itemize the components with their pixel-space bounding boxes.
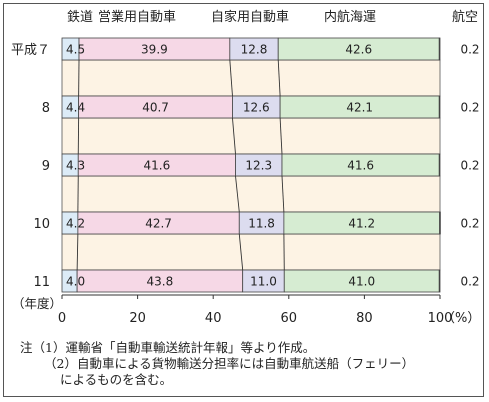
- data-label: 42.1: [346, 101, 373, 115]
- connector-line: [279, 117, 283, 155]
- x-tick-label: 100: [428, 311, 453, 326]
- data-label: 12.6: [243, 101, 270, 115]
- bar-segment: [438, 153, 441, 177]
- data-label: 42.7: [145, 217, 172, 231]
- data-label: 0.2: [460, 275, 479, 289]
- x-unit-label: （%）: [442, 311, 480, 326]
- connector-line: [235, 175, 240, 213]
- connector-line: [277, 59, 281, 97]
- data-label: 41.0: [348, 275, 375, 289]
- connector-lines: [76, 59, 285, 271]
- x-tick-label: 80: [356, 311, 373, 326]
- legend-label: 鉄道: [67, 10, 93, 25]
- legend-label: 営業用自動車: [98, 9, 176, 25]
- connector-line: [76, 233, 79, 271]
- data-label: 41.6: [144, 159, 171, 173]
- note-line-3: によるものを含む。: [60, 372, 173, 387]
- data-label: 43.8: [147, 275, 174, 289]
- background-band: [61, 175, 441, 213]
- note-line-1: 注（1）運輸省「自動車輸送統計年報」等より作成。: [20, 340, 316, 355]
- x-tick-label: 40: [205, 311, 222, 326]
- data-label: 11.0: [250, 275, 277, 289]
- data-label: 40.7: [142, 101, 169, 115]
- bar-segment: [438, 37, 441, 61]
- data-label: 0.2: [460, 43, 479, 57]
- y-axis-caption: （年度）: [12, 296, 62, 311]
- data-label: 39.9: [141, 43, 168, 57]
- background-band: [61, 59, 441, 97]
- chart-frame: [3, 3, 484, 397]
- data-label: 4.5: [66, 43, 85, 57]
- category-label: 8: [42, 101, 50, 116]
- x-axis: 0 20 40 60 80 100（%）: [58, 294, 480, 326]
- background-band: [61, 117, 441, 155]
- connector-line: [238, 233, 244, 271]
- data-label: 0.2: [460, 159, 479, 173]
- data-label: 4.0: [66, 275, 85, 289]
- data-label: 12.8: [241, 43, 268, 57]
- bar-segment: [439, 211, 441, 235]
- x-tick-label: 20: [129, 311, 146, 326]
- connector-line: [229, 59, 233, 97]
- legend: 鉄道 営業用自動車 自家用自動車 内航海運 航空: [67, 9, 478, 25]
- data-label: 41.6: [347, 159, 374, 173]
- data-label: 4.2: [66, 217, 85, 231]
- data-label: 4.4: [66, 101, 85, 115]
- bar-segment: [438, 95, 441, 119]
- bars: [61, 37, 441, 293]
- legend-label: 航空: [452, 9, 478, 25]
- connector-line: [281, 175, 285, 213]
- data-label: 4.3: [66, 159, 85, 173]
- data-labels: 4.5 39.9 12.8 42.6 0.2 4.4 40.7 12.6 42.1 0.2 4.3 4…: [66, 43, 480, 289]
- legend-label: 内航海運: [324, 9, 376, 25]
- category-label: 11: [33, 275, 50, 290]
- data-label: 42.6: [345, 43, 372, 57]
- legend-label: 自家用自動車: [211, 9, 289, 25]
- note-line-2: （2）自動車による貨物輸送分担率には自動車航送船（フェリー）: [44, 356, 415, 371]
- x-tick-label: 60: [281, 311, 298, 326]
- category-label: 9: [42, 159, 50, 174]
- connector-line: [232, 117, 236, 155]
- data-label: 0.2: [460, 101, 479, 115]
- background-band: [61, 233, 441, 271]
- data-label: 11.8: [248, 217, 275, 231]
- data-label: 12.3: [245, 159, 272, 173]
- category-label: 平成７: [11, 43, 50, 58]
- bar-segment: [438, 269, 441, 293]
- data-label: 41.2: [348, 217, 375, 231]
- x-tick-label: 0: [58, 311, 66, 326]
- data-label: 0.2: [460, 217, 479, 231]
- notes: 注（1）運輸省「自動車輸送統計年報」等より作成。 （2）自動車による貨物輸送分担…: [20, 340, 480, 388]
- category-label: 10: [33, 217, 50, 232]
- category-labels: 平成７ 8 9 10 11 （年度）: [11, 43, 62, 311]
